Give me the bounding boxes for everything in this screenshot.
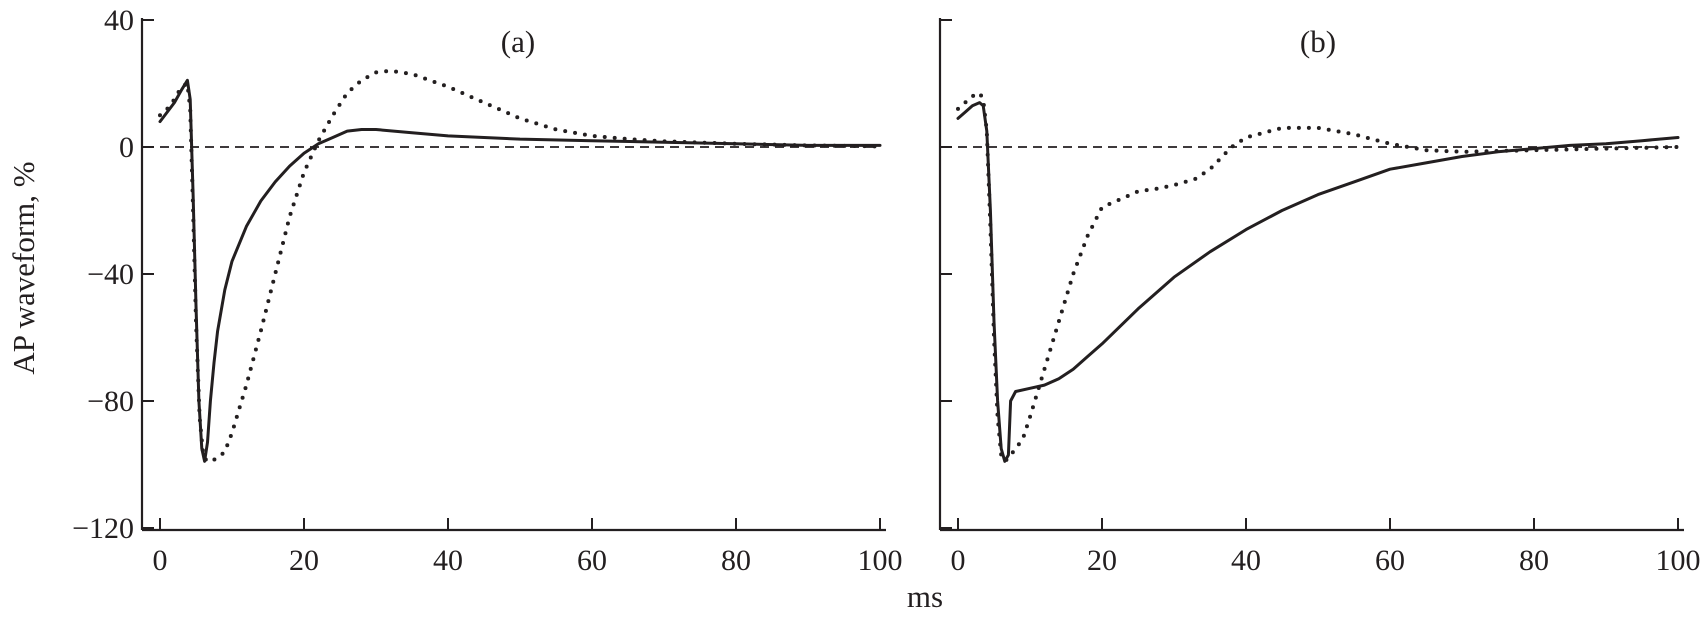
panel-a-y-tick-label: −80 [87, 385, 134, 418]
panel-b-axes [938, 18, 1684, 532]
panel-a-solid-curve [158, 78, 882, 463]
panel-a-y-tick-label: −40 [87, 258, 134, 291]
panel-a-x-tick-label: 60 [577, 544, 607, 577]
panel-a-x-tick-label: 20 [289, 544, 319, 577]
panel-a-axes [140, 18, 886, 532]
panel-a-y-tick-label: −120 [72, 512, 134, 545]
panel-a-y-tick-label: 40 [104, 4, 134, 37]
panel-b-x-tick-label: 100 [1656, 544, 1701, 577]
panel-b-tick-labels: 0 20 40 60 80 100 [951, 544, 1701, 577]
panel-b-x-tick-label: 20 [1087, 544, 1117, 577]
panel-b-solid-curve [956, 101, 1680, 463]
panel-a-tick-labels: −120 −80 −40 0 40 0 20 40 60 80 100 [72, 4, 902, 577]
panel-a-dotted-curve [158, 68, 882, 464]
panel-b-label: (b) [1300, 24, 1336, 59]
panel-b-x-tick-label: 0 [951, 544, 966, 577]
panel-a-y-tick-label: 0 [119, 131, 134, 164]
panel-b-dotted-curve [956, 91, 1680, 464]
panel-b-x-tick-label: 40 [1231, 544, 1261, 577]
panel-b-x-tick-label: 60 [1375, 544, 1405, 577]
panel-b-x-tick-label: 80 [1519, 544, 1549, 577]
x-axis-title: ms [907, 579, 943, 614]
panel-a-label: (a) [501, 24, 535, 59]
panel-b-series-group [956, 91, 1680, 464]
panel-a: −120 −80 −40 0 40 0 20 40 60 80 100 (a) [72, 4, 902, 577]
panel-a-x-tick-label: 80 [721, 544, 751, 577]
panel-a-x-tick-label: 0 [153, 544, 168, 577]
panel-a-series-group [158, 68, 882, 464]
panel-a-x-tick-label: 40 [433, 544, 463, 577]
panel-b: 0 20 40 60 80 100 (b) [938, 18, 1701, 577]
panel-a-x-tick-label: 100 [858, 544, 903, 577]
y-axis-title: AP waveform, % [6, 161, 41, 374]
